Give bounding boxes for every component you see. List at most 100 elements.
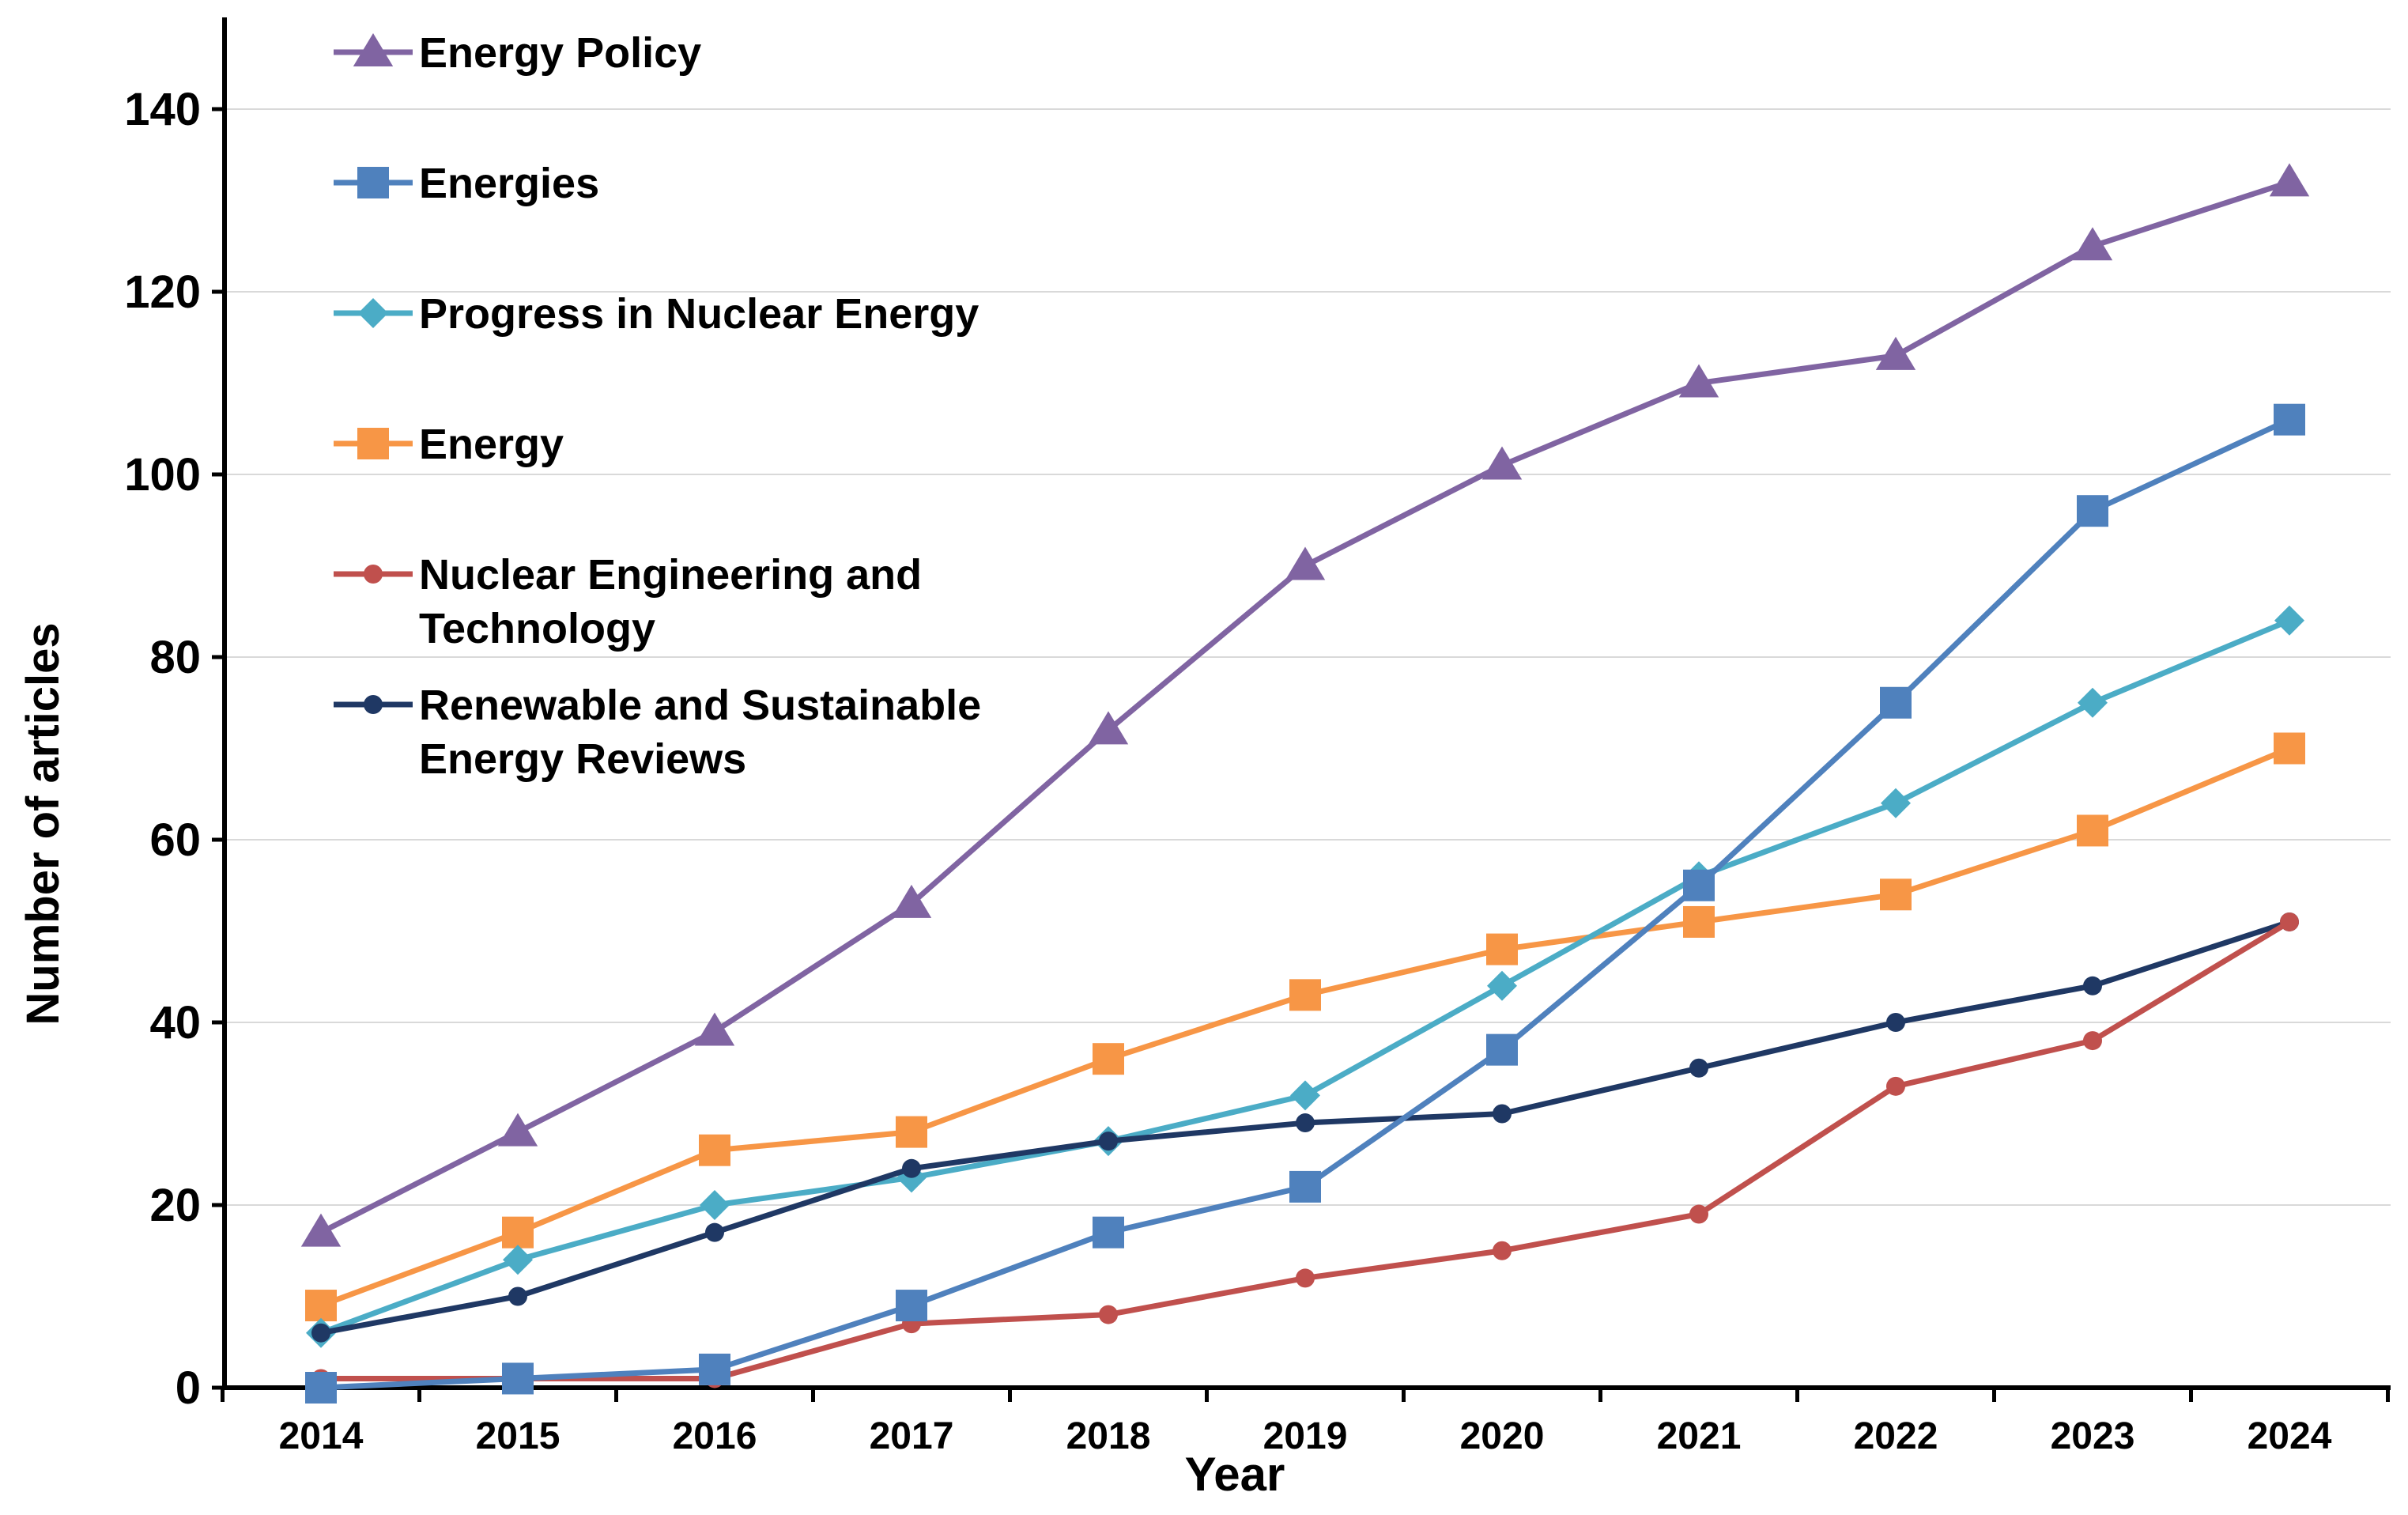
data-point <box>502 1362 534 1395</box>
legend-item-renewable-and-sustainable-energy-reviews: Renewable and Sustainable Energy Reviews <box>334 682 981 783</box>
x-tick-label: 2021 <box>1657 1415 1742 1457</box>
data-point <box>1880 878 1912 911</box>
y-axis-title: Number of articles <box>17 622 69 1025</box>
data-point <box>1285 546 1326 580</box>
data-point <box>502 1216 534 1249</box>
y-tick-label: 140 <box>124 84 201 135</box>
data-point <box>2269 163 2310 197</box>
x-tick-label: 2022 <box>1854 1415 1938 1457</box>
data-point <box>2280 912 2299 931</box>
data-point <box>2077 495 2108 527</box>
legend-label: Nuclear Engineering and <box>419 551 922 599</box>
data-point <box>2274 605 2304 636</box>
x-tick-label: 2023 <box>2051 1415 2135 1457</box>
series-layer <box>300 163 2310 1404</box>
y-tick-label: 40 <box>149 997 201 1048</box>
data-point <box>700 1190 730 1220</box>
data-point <box>1683 905 1715 938</box>
data-point <box>1689 1058 1708 1078</box>
legend-label: Technology <box>419 605 655 652</box>
y-ticks: 0 20 40 60 80 100 120 140 <box>124 84 225 1414</box>
legend-label: Energy Reviews <box>419 735 746 783</box>
legend-item-energy: Energy <box>334 421 564 468</box>
legend-label: Progress in Nuclear Energy <box>419 290 979 338</box>
data-point <box>1481 446 1523 480</box>
legend-swatch-marker <box>357 167 389 198</box>
data-point <box>2077 814 2108 847</box>
data-point <box>699 1353 730 1385</box>
data-point <box>497 1113 538 1147</box>
x-tick-label: 2019 <box>1263 1415 1348 1457</box>
data-point <box>1093 1043 1124 1075</box>
y-tick-label: 0 <box>176 1362 201 1414</box>
y-tick-label: 80 <box>149 632 201 683</box>
data-point <box>508 1286 527 1306</box>
data-point <box>902 1158 921 1178</box>
data-point <box>699 1134 730 1166</box>
legend: Energy Policy Energies Progress in Nuclear… <box>334 29 981 783</box>
data-point <box>305 1290 337 1322</box>
data-point <box>2274 732 2305 765</box>
legend-swatch-marker <box>353 33 394 66</box>
data-point <box>896 1116 927 1148</box>
data-point <box>1486 1033 1518 1066</box>
data-point <box>694 1012 735 1046</box>
data-point <box>705 1222 724 1242</box>
data-point <box>1099 1132 1118 1151</box>
data-point <box>1880 686 1912 719</box>
data-point <box>1099 1305 1118 1324</box>
y-tick-label: 60 <box>149 814 201 866</box>
data-point <box>1689 1204 1708 1224</box>
data-point <box>1683 869 1715 901</box>
data-point <box>1093 1216 1124 1249</box>
x-tick-label: 2016 <box>673 1415 757 1457</box>
legend-label: Energy Policy <box>419 29 701 77</box>
data-point <box>1487 970 1517 1001</box>
x-tick-label: 2018 <box>1066 1415 1151 1457</box>
data-point <box>1296 1113 1315 1133</box>
legend-swatch-marker <box>357 428 389 459</box>
data-point <box>305 1372 337 1404</box>
legend-item-energy-policy: Energy Policy <box>334 29 701 77</box>
legend-label: Energy <box>419 421 564 468</box>
data-point <box>1290 1080 1320 1111</box>
x-tick-label: 2024 <box>2248 1415 2332 1457</box>
legend-item-nuclear-engineering-and-technology: Nuclear Engineering and Technology <box>334 551 922 652</box>
data-point <box>1881 788 1911 818</box>
data-point <box>311 1323 330 1343</box>
x-tick-label: 2014 <box>279 1415 364 1457</box>
series-energies <box>305 403 2305 1404</box>
data-point <box>1886 1013 1905 1032</box>
data-point <box>891 884 932 918</box>
data-point <box>1296 1268 1315 1288</box>
data-point <box>1875 336 1916 370</box>
data-point <box>1289 979 1321 1011</box>
data-point <box>2083 1031 2102 1051</box>
data-point <box>1493 1104 1512 1124</box>
data-point <box>2072 227 2113 261</box>
legend-label: Energies <box>419 160 599 207</box>
data-point <box>2078 687 2108 718</box>
x-tick-label: 2020 <box>1460 1415 1545 1457</box>
x-tick-label: 2017 <box>870 1415 954 1457</box>
data-point <box>300 1213 342 1247</box>
y-tick-label: 120 <box>124 266 201 318</box>
series-line-energy <box>318 746 2293 1309</box>
legend-swatch-marker <box>364 565 383 584</box>
data-point <box>1678 364 1719 398</box>
data-point <box>1886 1076 1905 1096</box>
data-point <box>2083 976 2102 996</box>
data-point <box>2274 403 2305 436</box>
y-tick-label: 20 <box>149 1180 201 1231</box>
series-progress-in-nuclear-energy <box>306 605 2304 1348</box>
axes <box>222 17 2391 1390</box>
data-point <box>896 1290 927 1322</box>
series-energy <box>305 732 2305 1322</box>
legend-item-progress-in-nuclear-energy: Progress in Nuclear Energy <box>334 290 979 338</box>
x-axis-title: Year <box>1185 1448 1285 1501</box>
legend-swatch-marker <box>358 298 388 328</box>
data-point <box>1289 1170 1321 1203</box>
data-point <box>1493 1241 1512 1260</box>
x-tick-label: 2015 <box>476 1415 560 1457</box>
